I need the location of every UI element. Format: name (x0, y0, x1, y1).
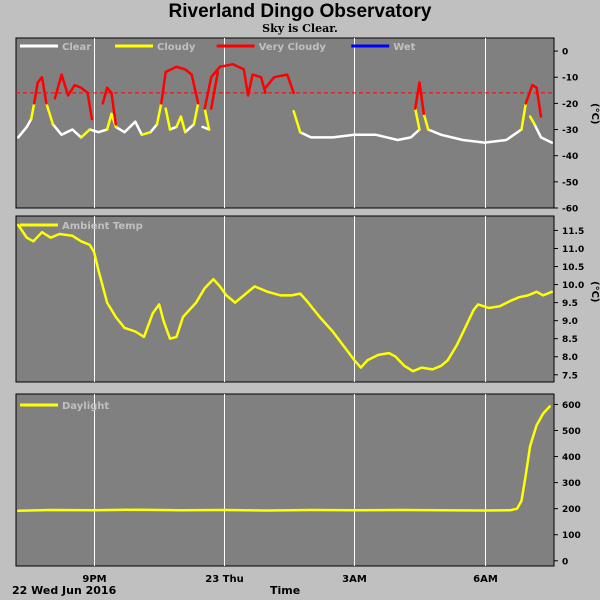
series-line-very-cloudy (32, 75, 48, 105)
sky-status: Sky is Clear. (262, 22, 338, 35)
x-tick-label: 23 Thu (205, 574, 243, 585)
series-line-very-cloudy (209, 70, 220, 110)
series-line-very-cloudy (53, 73, 94, 121)
series-line-cloudy (292, 109, 302, 134)
y-tick-label-ambient: 8.0 (562, 353, 578, 363)
x-tick-label: 6AM (473, 574, 498, 585)
legend-label-very-cloudy: Very Cloudy (259, 42, 327, 53)
y-tick-label-sky: 0 (562, 48, 568, 58)
series-line-cloudy (79, 128, 92, 139)
series-line-clear (149, 123, 159, 134)
series-line-very-cloudy (524, 83, 543, 118)
y-tick-label-daylight: 300 (562, 479, 581, 489)
x-tick-label: 3AM (342, 574, 367, 585)
series-line-clear (298, 128, 421, 142)
series-line-daylight (16, 405, 551, 513)
legend-label-ambient-temp: Ambient Temp (62, 221, 143, 232)
y-tick-label-daylight: 500 (562, 427, 581, 437)
x-axis-label: Time (270, 584, 301, 597)
series-line-clear (533, 123, 554, 144)
series-line-clear (51, 123, 83, 139)
y-tick-label-ambient: 8.5 (562, 335, 578, 345)
legend-label-cloudy: Cloudy (157, 42, 196, 53)
y-tick-label-sky: -50 (562, 178, 578, 188)
y-tick-label-daylight: 400 (562, 453, 581, 463)
series-line-clear (114, 120, 144, 137)
series-line-very-cloudy (413, 81, 426, 116)
series-line-very-cloudy (160, 65, 200, 105)
series-line-clear (16, 117, 33, 139)
y-tick-label-sky: -20 (562, 100, 578, 110)
y-tick-label-ambient: 10.0 (562, 281, 584, 291)
y-tick-label-sky: -60 (562, 205, 578, 215)
legend-label-clear: Clear (62, 42, 91, 53)
y-tick-label-ambient: 11.0 (562, 245, 584, 255)
y-tick-label-ambient: 10.5 (562, 263, 584, 273)
series-line-clear (183, 123, 196, 134)
series-line-very-cloudy (203, 62, 267, 110)
y-tick-label-sky: -10 (562, 74, 578, 84)
y-tick-label-ambient: 11.5 (562, 227, 584, 237)
plot-area-daylight (15, 393, 555, 567)
series-line-cloudy (175, 115, 187, 134)
y-tick-label-daylight: 600 (562, 401, 581, 411)
series-line-very-cloudy (101, 86, 118, 126)
y-axis-label-sky: (°C) (589, 103, 600, 124)
y-tick-label-daylight: 100 (562, 531, 581, 541)
series-line-cloudy (422, 112, 430, 131)
series-line-cloudy (192, 102, 200, 126)
series-line-cloudy (164, 107, 172, 131)
y-tick-label-sky: -30 (562, 126, 578, 136)
y-tick-label-ambient: 9.5 (562, 299, 578, 309)
series-line-cloudy (155, 102, 163, 126)
y-tick-label-daylight: 0 (562, 557, 568, 567)
series-line-cloudy (29, 102, 36, 121)
y-axis-label-ambient: (°C) (589, 281, 600, 302)
date-label: 22 Wed Jun 2016 (12, 584, 117, 597)
y-tick-label-sky: -40 (562, 152, 578, 162)
series-line-clear (88, 128, 109, 134)
y-tick-label-ambient: 7.5 (562, 371, 578, 381)
series-line-cloudy (203, 107, 211, 131)
series-line-ambient-temp (16, 223, 554, 373)
legend-label-wet: Wet (393, 42, 415, 53)
y-tick-label-daylight: 200 (562, 505, 581, 515)
series-line-very-cloudy (264, 73, 295, 95)
y-tick-label-ambient: 9.0 (562, 317, 578, 327)
legend-label-daylight: Daylight (62, 401, 109, 412)
plot-area-ambient (15, 215, 555, 383)
plot-area-sky (15, 37, 555, 209)
series-line-cloudy (520, 102, 528, 131)
series-line-clear (426, 128, 523, 144)
x-tick-label: 9PM (82, 574, 106, 585)
series-line-cloudy (45, 102, 55, 126)
series-line-cloudy (140, 130, 152, 137)
series-line-cloudy (528, 115, 536, 126)
series-line-cloudy (413, 107, 421, 131)
page-title: Riverland Dingo Observatory (168, 1, 432, 22)
